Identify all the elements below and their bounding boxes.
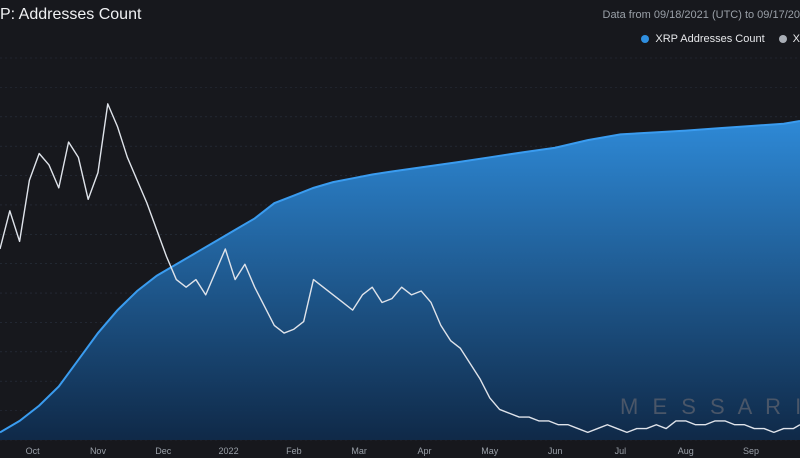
legend-label: X — [792, 33, 800, 45]
date-range-text: Data from 09/18/2021 (UTC) to 09/17/20 — [602, 9, 800, 21]
x-tick-label: 2022 — [219, 446, 239, 456]
x-tick-label: May — [481, 446, 499, 456]
x-tick-label: Mar — [351, 446, 367, 456]
x-tick-label: Dec — [155, 446, 172, 456]
legend-item-addresses[interactable]: XRP Addresses Count — [641, 33, 765, 45]
legend: XRP Addresses Count X — [641, 33, 800, 45]
legend-item-price[interactable]: X — [778, 33, 800, 45]
x-tick-label: Jul — [615, 446, 627, 456]
legend-label: XRP Addresses Count — [655, 33, 765, 45]
x-tick-label: Feb — [286, 446, 302, 456]
legend-dot-icon — [641, 35, 650, 43]
series-line-price — [0, 103, 800, 434]
series-line-addresses — [0, 120, 800, 434]
watermark-text: M E S S A R I — [620, 394, 800, 419]
series-area-addresses — [0, 121, 800, 440]
x-tick-label: Jun — [548, 446, 563, 456]
x-tick-label: Oct — [26, 446, 41, 456]
x-tick-label: Sep — [743, 446, 759, 456]
x-tick-label: Apr — [417, 446, 431, 456]
chart-title: P: Addresses Count — [0, 6, 142, 23]
x-tick-label: Aug — [678, 446, 694, 456]
legend-dot-icon — [778, 35, 787, 43]
x-tick-label: Nov — [90, 446, 107, 456]
